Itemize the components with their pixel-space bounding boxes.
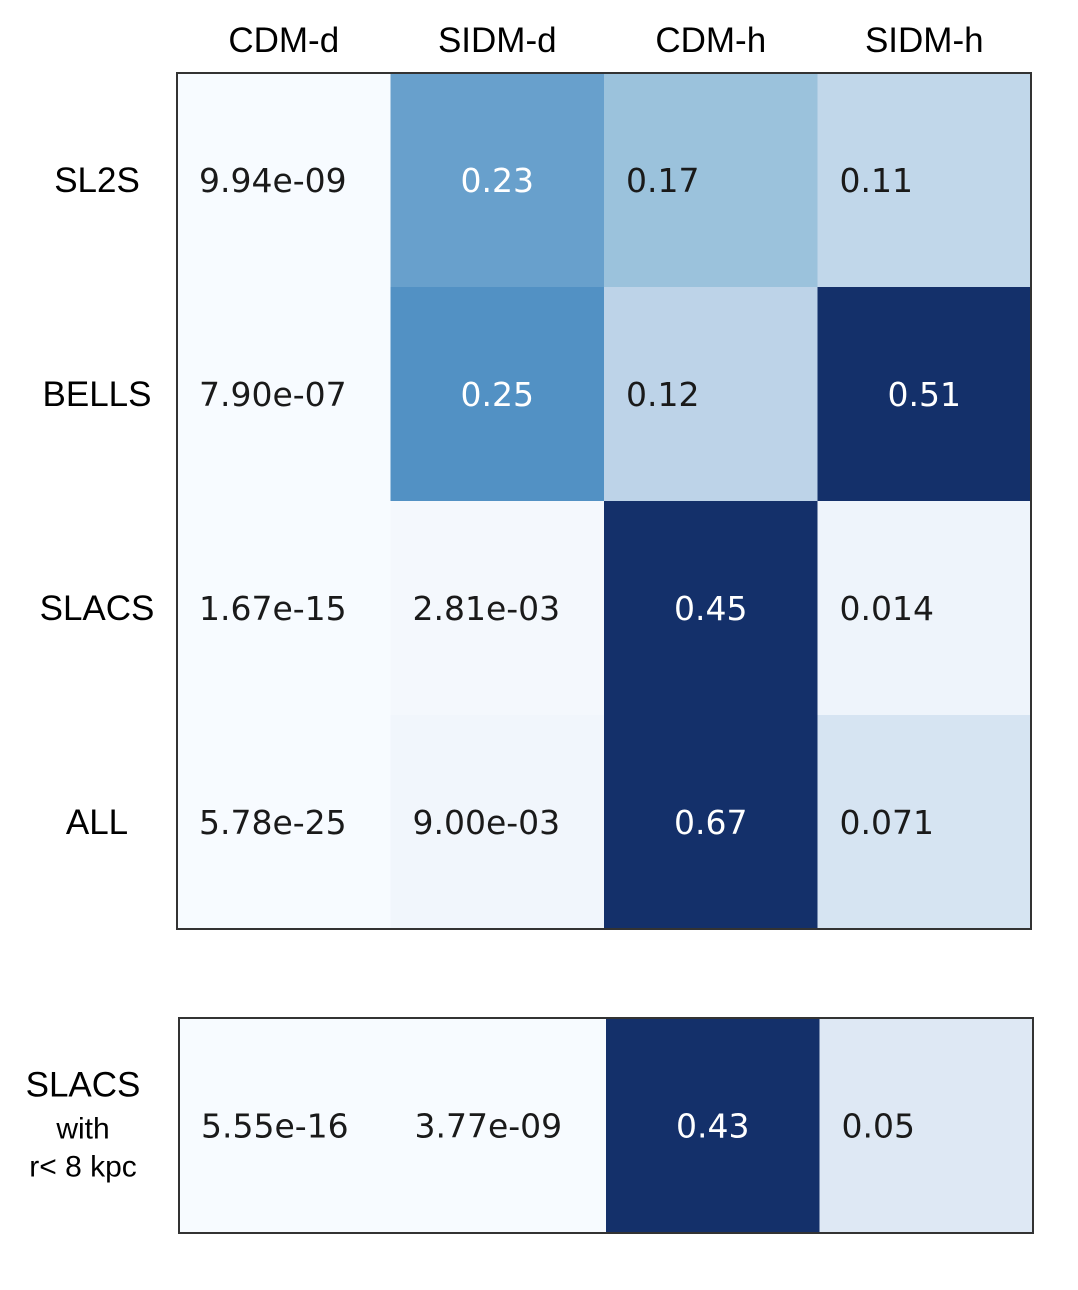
cell-value-label: 0.17 bbox=[626, 161, 699, 200]
heatmap-cell bbox=[819, 1018, 1034, 1234]
cell-value-label: 0.12 bbox=[626, 375, 699, 414]
heatmap-cell bbox=[390, 715, 605, 930]
heatmap-cell bbox=[177, 287, 391, 502]
column-label-cdm-d: CDM-d bbox=[228, 21, 339, 60]
cell-value-label: 0.25 bbox=[461, 375, 534, 414]
heatmap-cell bbox=[177, 715, 391, 930]
row-label-line: r< 8 kpc bbox=[29, 1151, 137, 1184]
heatmap-cell bbox=[604, 715, 818, 930]
heatmap-cell bbox=[817, 715, 1032, 930]
cell-value-label: 0.05 bbox=[842, 1107, 915, 1146]
cell-value-label: 5.78e-25 bbox=[199, 803, 347, 842]
cell-value-label: 0.014 bbox=[840, 589, 934, 628]
cell-value-label: 0.23 bbox=[461, 161, 534, 200]
cell-value-label: 0.11 bbox=[840, 161, 913, 200]
cell-value-label: 0.071 bbox=[840, 803, 934, 842]
column-label-sidm-h: SIDM-h bbox=[865, 21, 984, 60]
heatmap-cell bbox=[604, 73, 818, 288]
heatmap-frame bbox=[176, 72, 1032, 930]
heatmap-cell bbox=[179, 1018, 393, 1234]
cell-value-label: 0.51 bbox=[888, 375, 961, 414]
main-heatmap: 9.94e-09 0.23 0.17 0.11 7.90e-07 0.25 0.12 0.51… bbox=[40, 72, 1032, 930]
row-label-line: with bbox=[55, 1113, 109, 1146]
row-label-sl2s: SL2S bbox=[54, 161, 140, 200]
cell-value-label: 9.00e-03 bbox=[413, 803, 561, 842]
sub-heatmap: 5.55e-16 3.77e-09 0.43 0.05 SLACS with r< 8 kp… bbox=[26, 1017, 1034, 1234]
column-label-cdm-h: CDM-h bbox=[655, 21, 766, 60]
row-label-bells: BELLS bbox=[43, 375, 152, 414]
row-label-line: SLACS bbox=[26, 1066, 141, 1105]
heatmap-cell bbox=[817, 501, 1032, 716]
column-labels: CDM-d SIDM-d CDM-h SIDM-h bbox=[228, 21, 983, 60]
cell-value-label: 9.94e-09 bbox=[199, 161, 347, 200]
heatmap-cell bbox=[604, 287, 818, 502]
cell-value-label: 3.77e-09 bbox=[415, 1107, 563, 1146]
column-label-sidm-d: SIDM-d bbox=[438, 21, 557, 60]
heatmap-cell bbox=[390, 501, 605, 716]
row-label-slacs: SLACS bbox=[40, 589, 155, 628]
cell-value-label: 1.67e-15 bbox=[199, 589, 347, 628]
cell-value-label: 5.55e-16 bbox=[201, 1107, 349, 1146]
cell-value-label: 7.90e-07 bbox=[199, 375, 347, 414]
heatmap-cell bbox=[390, 73, 605, 288]
heatmap-cell bbox=[604, 501, 818, 716]
cell-value-label: 0.45 bbox=[674, 589, 747, 628]
cell-value-label: 0.43 bbox=[676, 1107, 749, 1146]
cell-value-label: 2.81e-03 bbox=[413, 589, 561, 628]
row-label-all: ALL bbox=[66, 803, 128, 842]
heatmap-frame bbox=[178, 1017, 1034, 1234]
heatmap-cell bbox=[606, 1018, 820, 1234]
heatmap-cell bbox=[392, 1018, 607, 1234]
heatmap-cell bbox=[817, 73, 1032, 288]
heatmap-cell bbox=[177, 73, 391, 288]
heatmap-cell bbox=[390, 287, 605, 502]
heatmap-cell bbox=[817, 287, 1032, 502]
cell-value-label: 0.67 bbox=[674, 803, 747, 842]
heatmap-cell bbox=[177, 501, 391, 716]
